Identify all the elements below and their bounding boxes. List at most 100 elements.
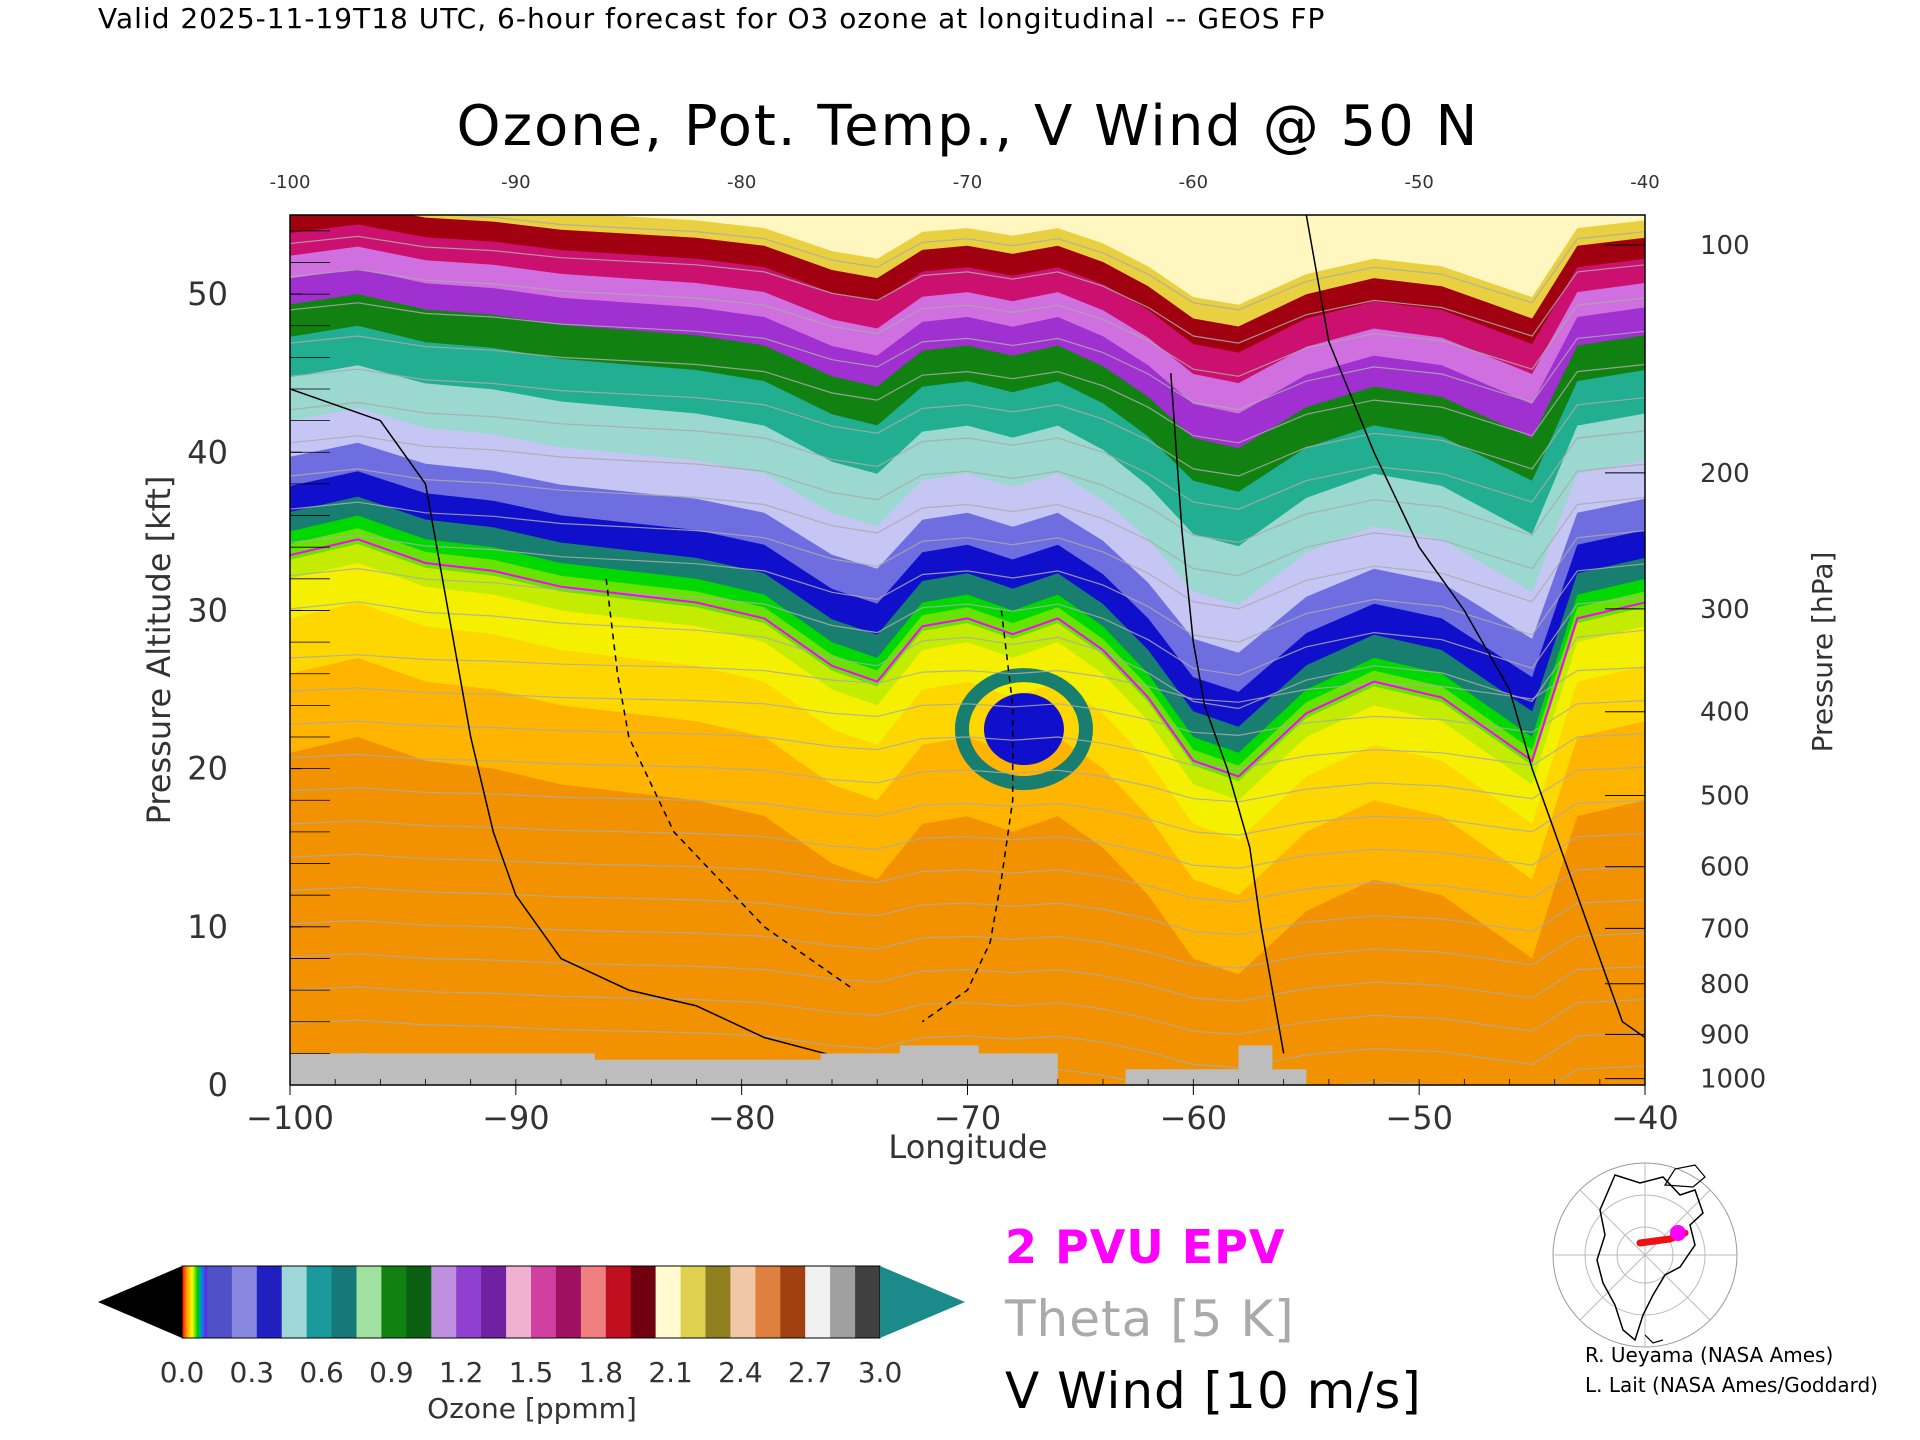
pressure-tick-label: 700: [1700, 914, 1750, 944]
y-tick-label: 0: [208, 1066, 228, 1104]
colorbar-segment: [256, 1266, 283, 1338]
colorbar-segment: [481, 1266, 507, 1338]
theta-contour: [436, 215, 1645, 311]
theta-contour: [290, 401, 1645, 510]
colorbar-tick-label: 3.0: [858, 1356, 903, 1389]
pressure-tick-label: 100: [1700, 231, 1750, 261]
v-wind-contour: [921, 610, 1014, 1023]
legend-vwind: V Wind [10 m/s]: [1005, 1362, 1422, 1420]
ozone-blob-low: [983, 693, 1064, 766]
chart-title: Ozone, Pot. Temp., V Wind @ 50 N: [457, 94, 1480, 159]
colorbar-tick-label: 0.6: [299, 1356, 344, 1389]
colorbar-over-arrow: [880, 1266, 965, 1338]
colorbar-segment: [356, 1266, 382, 1338]
pressure-tick-label: 200: [1700, 459, 1750, 489]
legend-theta: Theta [5 K]: [1005, 1290, 1295, 1348]
v-wind-contour: [290, 388, 923, 1070]
pressure-tick-label: 500: [1700, 782, 1750, 812]
x-tick-label: −80: [708, 1099, 776, 1137]
x-top-tick-label: -40: [1630, 172, 1659, 193]
x-top-tick-label: -60: [1179, 172, 1208, 193]
colorbar-tick-label: 0.0: [160, 1356, 205, 1389]
colorbar-tick-label: 1.2: [439, 1356, 484, 1389]
colorbar-segment: [531, 1266, 557, 1338]
plot-area: [290, 215, 1645, 1085]
theta-contour: [290, 567, 1645, 676]
colorbar-segment: [605, 1266, 632, 1338]
colorbar-segment: [206, 1266, 233, 1338]
colorbar: 0.0 0.3 0.6 0.9 1.2 1.5 1.8 2.1 2.4 2.7 3.0 Ozone …: [98, 1265, 965, 1425]
x-top-tick-label: -50: [1404, 172, 1433, 193]
theta-contour: [290, 720, 1645, 770]
theta-contour: [290, 601, 1645, 710]
colorbar-segment: [431, 1266, 457, 1338]
theta-contour: [290, 302, 1645, 411]
colorbar-segment: [331, 1266, 357, 1338]
colorbar-tick-label: 1.8: [579, 1356, 624, 1389]
x-top-tick-label: -90: [501, 172, 530, 193]
x-tick-label: −40: [1611, 1099, 1679, 1137]
v-wind-contour: [1170, 373, 1285, 1054]
y-axis-right-label: Pressure [hPa]: [1806, 552, 1839, 753]
colorbar-tick-label: 2.4: [718, 1356, 763, 1389]
colorbar-segment: [780, 1266, 806, 1338]
pressure-tick-label: 600: [1700, 853, 1750, 883]
theta-contour: [290, 1019, 1645, 1069]
colorbar-segment: [705, 1266, 731, 1338]
colorbar-segment: [555, 1266, 582, 1338]
legend-epv: 2 PVU EPV: [1005, 1220, 1286, 1274]
x-axis: −100 −90 −80 −70 −60 −50 −40: [246, 1079, 1679, 1137]
pressure-tick-label: 900: [1700, 1020, 1750, 1050]
x-tick-label: −100: [246, 1099, 334, 1137]
y-axis-left: 0 10 20 30 40 50: [187, 230, 330, 1104]
y-tick-label: 50: [187, 275, 228, 313]
theta-contour: [290, 986, 1645, 1036]
colorbar-segment: [306, 1266, 332, 1338]
colorbar-segment: [406, 1266, 432, 1338]
header-text: Valid 2025-11-19T18 UTC, 6-hour forecast…: [98, 2, 1326, 35]
y-tick-label: 30: [187, 591, 228, 629]
theta-contour: [290, 235, 1645, 344]
ozone-band-19: [602, 215, 1645, 305]
x-tick-label: −90: [482, 1099, 550, 1137]
y-tick-label: 10: [187, 908, 228, 946]
colorbar-segment: [805, 1266, 831, 1338]
credit-line-2: L. Lait (NASA Ames/Goddard): [1585, 1373, 1878, 1397]
colorbar-tick-label: 1.5: [509, 1356, 554, 1389]
v-wind-contour: [1305, 215, 1645, 1039]
pressure-tick-label: 300: [1700, 595, 1750, 625]
colorbar-ticks: 0.0 0.3 0.6 0.9 1.2 1.5 1.8 2.1 2.4 2.7 3.0: [160, 1356, 903, 1389]
theta-contour: [290, 268, 1645, 377]
colorbar-segments: [181, 1265, 881, 1339]
theta-contour: [290, 853, 1645, 903]
colorbar-segment: [655, 1266, 681, 1338]
colorbar-segment: [182, 1266, 208, 1338]
topography: [290, 1045, 1307, 1085]
v-wind-contour: [605, 578, 856, 991]
colorbar-tick-label: 2.7: [788, 1356, 833, 1389]
x-tick-label: −60: [1160, 1099, 1228, 1137]
theta-contour: [290, 953, 1645, 1002]
colorbar-segment: [281, 1266, 308, 1338]
theta-contour: [290, 534, 1645, 643]
colorbar-tick-label: 0.9: [369, 1356, 414, 1389]
y-axis-right: 100 200 300 400 500 600 700 800 900 1000: [1605, 231, 1766, 1095]
theta-contour: [290, 435, 1645, 544]
y-axis-left-label: Pressure Altitude [kft]: [140, 476, 178, 825]
colorbar-under-arrow: [98, 1266, 182, 1338]
theta-contour: [290, 501, 1645, 610]
credit-line-1: R. Ueyama (NASA Ames): [1585, 1343, 1834, 1367]
colorbar-segment: [231, 1266, 258, 1338]
theta-contour: [290, 654, 1645, 703]
x-tick-label: −50: [1385, 1099, 1453, 1137]
colorbar-segment: [580, 1266, 607, 1338]
pressure-tick-label: 400: [1700, 698, 1750, 728]
colorbar-segment: [381, 1266, 407, 1338]
colorbar-segment: [456, 1266, 482, 1338]
x-axis-top: -100 -90 -80 -70 -60 -50 -40: [270, 172, 1660, 193]
colorbar-segment: [755, 1266, 781, 1338]
colorbar-tick-label: 0.3: [230, 1356, 275, 1389]
theta-contour: [290, 820, 1645, 869]
epv-2pvu-line: [290, 538, 1645, 778]
